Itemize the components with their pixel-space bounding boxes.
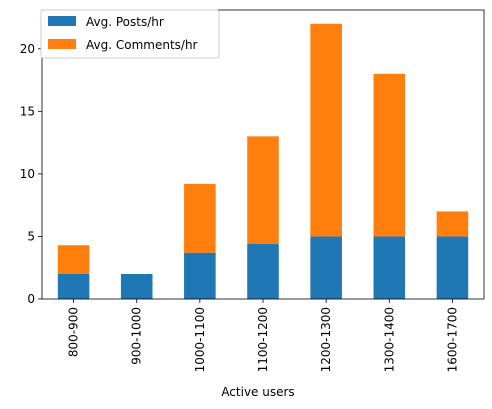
legend-swatch-posts: [48, 16, 76, 26]
x-tick-label: 1100-1200: [256, 307, 270, 372]
bar-comments-800-900: [57, 245, 90, 274]
y-tick-label: 5: [27, 229, 35, 243]
legend-label-posts: Avg. Posts/hr: [86, 15, 164, 29]
bar-posts-1300-1400: [373, 236, 406, 299]
x-tick-label: 1300-1400: [382, 307, 396, 372]
x-tick-label: 900-1000: [130, 307, 144, 365]
y-tick-label: 15: [20, 104, 35, 118]
bar-comments-1100-1200: [247, 136, 279, 244]
x-tick-label: 800-900: [67, 307, 81, 357]
bar-comments-1200-1300: [310, 23, 342, 237]
y-tick-label: 20: [20, 42, 35, 56]
legend-frame: [40, 9, 220, 59]
x-tick-label: 1200-1300: [319, 307, 333, 372]
legend-swatch-comments: [48, 39, 76, 49]
x-axis-label: Active users: [221, 385, 294, 399]
bars-layer: [57, 23, 469, 299]
bar-comments-1600-1700: [436, 211, 469, 237]
x-tick-label: 1000-1100: [193, 307, 207, 372]
bar-posts-1100-1200: [247, 243, 279, 299]
bar-posts-800-900: [57, 273, 90, 299]
x-tick-label: 1600-1700: [445, 307, 459, 372]
bar-posts-1000-1100: [184, 252, 216, 299]
ticks-layer: 800-900 900-1000 1000-1100 1100-1200 1200-13…: [20, 42, 460, 373]
bar-comments-1000-1100: [184, 183, 216, 253]
bar-comments-1300-1400: [373, 73, 406, 237]
legend-label-comments: Avg. Comments/hr: [86, 38, 198, 52]
bar-posts-1600-1700: [436, 236, 469, 299]
legend: Avg. Posts/hr Avg. Comments/hr: [40, 9, 220, 59]
bar-posts-900-1000: [120, 273, 153, 299]
bar-posts-1200-1300: [310, 236, 342, 299]
y-tick-label: 10: [20, 167, 35, 181]
y-tick-label: 0: [27, 292, 35, 306]
